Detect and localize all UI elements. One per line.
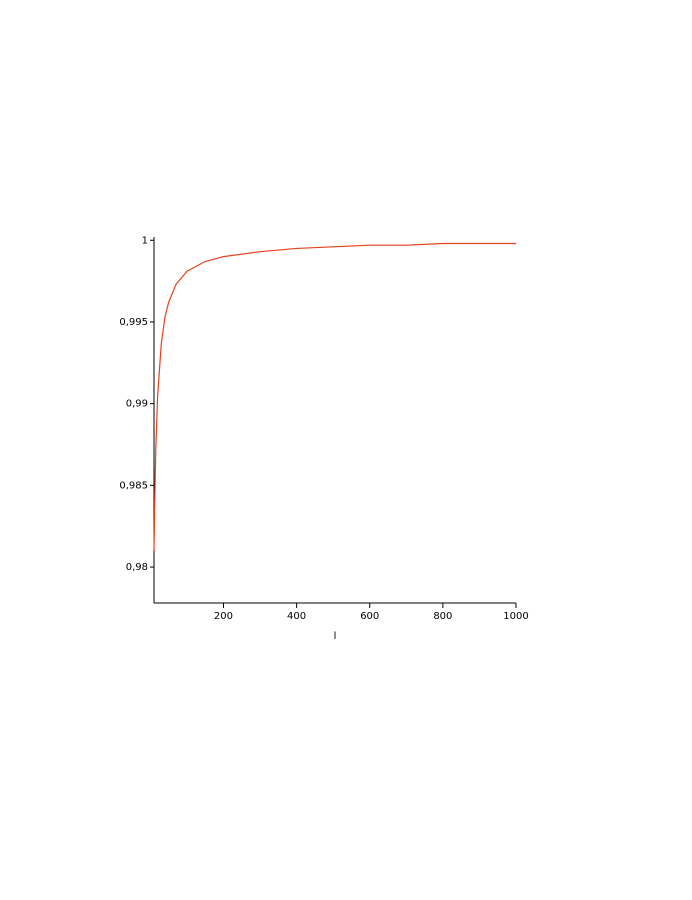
y-tick-label: 0,99 (126, 399, 148, 410)
line-series (153, 242, 516, 551)
y-tick-label: 0,985 (119, 480, 148, 491)
x-tick-label: 600 (360, 611, 379, 622)
x-tick-label: 1000 (503, 611, 528, 622)
x-tick-label: 400 (287, 611, 306, 622)
y-tick-label: 0,995 (119, 317, 148, 328)
y-tick-label: 1 (142, 235, 148, 246)
x-axis-label: l (334, 631, 337, 642)
x-tick-label: 200 (214, 611, 233, 622)
x-tick-label: 800 (433, 611, 452, 622)
y-tick-label: 0,98 (126, 562, 148, 573)
